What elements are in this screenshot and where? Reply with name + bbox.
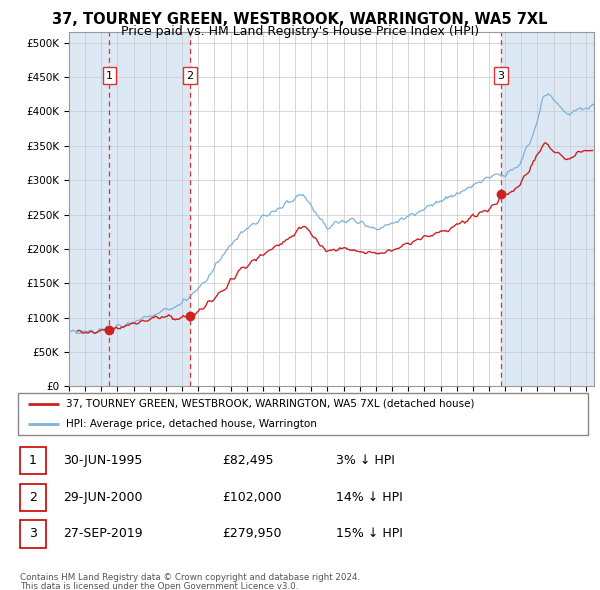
Text: Contains HM Land Registry data © Crown copyright and database right 2024.: Contains HM Land Registry data © Crown c… [20,573,361,582]
Text: £82,495: £82,495 [222,454,274,467]
Text: 14% ↓ HPI: 14% ↓ HPI [336,491,403,504]
Text: 15% ↓ HPI: 15% ↓ HPI [336,527,403,540]
Text: 2: 2 [29,491,37,504]
Bar [109,32,190,386]
Text: 1: 1 [29,454,37,467]
Bar [69,32,109,386]
Text: Price paid vs. HM Land Registry's House Price Index (HPI): Price paid vs. HM Land Registry's House … [121,25,479,38]
Text: 3: 3 [497,71,505,81]
Text: 3: 3 [29,527,37,540]
Text: 3% ↓ HPI: 3% ↓ HPI [336,454,395,467]
Bar [501,32,594,386]
Text: 37, TOURNEY GREEN, WESTBROOK, WARRINGTON, WA5 7XL: 37, TOURNEY GREEN, WESTBROOK, WARRINGTON… [52,12,548,27]
Text: 29-JUN-2000: 29-JUN-2000 [63,491,143,504]
Text: 37, TOURNEY GREEN, WESTBROOK, WARRINGTON, WA5 7XL (detached house): 37, TOURNEY GREEN, WESTBROOK, WARRINGTON… [67,399,475,409]
Text: £279,950: £279,950 [222,527,281,540]
Text: 27-SEP-2019: 27-SEP-2019 [63,527,143,540]
Text: This data is licensed under the Open Government Licence v3.0.: This data is licensed under the Open Gov… [20,582,299,590]
Text: HPI: Average price, detached house, Warrington: HPI: Average price, detached house, Warr… [67,419,317,430]
Text: 1: 1 [106,71,113,81]
Text: 2: 2 [187,71,194,81]
Text: £102,000: £102,000 [222,491,281,504]
Text: 30-JUN-1995: 30-JUN-1995 [63,454,142,467]
